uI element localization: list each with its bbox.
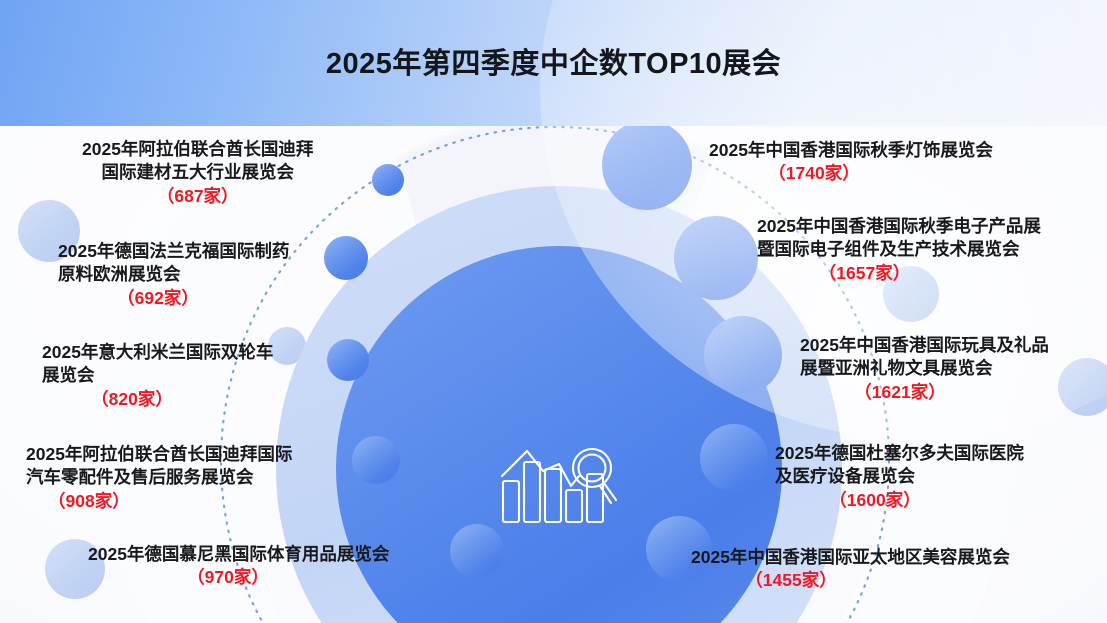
node-bubble-908[interactable] xyxy=(352,436,400,484)
bar-chart-magnifier-icon xyxy=(497,438,619,526)
label-line: 2025年中国香港国际秋季灯饰展览会 xyxy=(709,140,993,160)
label-count: （1740家） xyxy=(768,163,860,184)
label-exhibition-hongkong-toys-gifts[interactable]: 2025年中国香港国际玩具及礼品 展暨亚洲礼物文具展览会 （1621家） xyxy=(800,334,1049,404)
label-count: （970家） xyxy=(187,567,269,588)
label-exhibition-hongkong-autumn-lighting[interactable]: 2025年中国香港国际秋季灯饰展览会 （1740家） xyxy=(709,139,993,186)
label-count: （1600家） xyxy=(829,489,921,510)
decorative-bubble-left-upper xyxy=(18,200,80,262)
label-count: （692家） xyxy=(117,287,199,308)
label-count: （1621家） xyxy=(854,381,946,402)
label-exhibition-hongkong-autumn-electronics[interactable]: 2025年中国香港国际秋季电子产品展 暨国际电子组件及生产技术展览会 （1657… xyxy=(757,215,1041,285)
label-line: 暨国际电子组件及生产技术展览会 xyxy=(757,239,1020,260)
label-count: （908家） xyxy=(48,490,130,511)
decorative-bubble-left-lower xyxy=(45,539,105,599)
label-line: 2025年中国香港国际玩具及礼品 xyxy=(800,335,1049,355)
label-exhibition-uae-dubai-building-materials[interactable]: 2025年阿拉伯联合酋长国迪拜 国际建材五大行业展览会 （687家） xyxy=(82,138,313,208)
node-bubble-970[interactable] xyxy=(450,524,504,578)
label-line: 2025年中国香港国际亚太地区美容展览会 xyxy=(691,547,1010,567)
label-count: （1455家） xyxy=(745,570,837,591)
label-line: 2025年德国慕尼黑国际体育用品展览会 xyxy=(88,544,390,564)
label-line: 及医疗设备展览会 xyxy=(775,466,915,487)
label-line: 2025年中国香港国际秋季电子产品展 xyxy=(757,216,1041,236)
label-line: 2025年阿拉伯联合酋长国迪拜 xyxy=(82,139,314,159)
label-exhibition-hongkong-asia-pacific-beauty[interactable]: 2025年中国香港国际亚太地区美容展览会 （1455家） xyxy=(691,546,1010,593)
label-line: 展暨亚洲礼物文具展览会 xyxy=(800,358,993,379)
label-line: 2025年德国法兰克福国际制药 xyxy=(58,241,290,261)
label-exhibition-italy-milan-two-wheeler[interactable]: 2025年意大利米兰国际双轮车 展览会 （820家） xyxy=(42,341,273,411)
label-count: （1657家） xyxy=(818,262,911,283)
label-line: 2025年德国杜塞尔多夫国际医院 xyxy=(775,443,1024,463)
label-line: 2025年阿拉伯联合酋长国迪拜国际 xyxy=(26,444,293,464)
node-bubble-820[interactable] xyxy=(327,339,369,381)
label-exhibition-germany-dusseldorf-medica[interactable]: 2025年德国杜塞尔多夫国际医院 及医疗设备展览会 （1600家） xyxy=(775,442,1024,512)
label-line: 2025年意大利米兰国际双轮车 xyxy=(42,342,274,362)
label-count: （687家） xyxy=(156,185,239,206)
page-title: 2025年第四季度中企数TOP10展会 xyxy=(325,48,782,80)
label-line: 汽车零配件及售后服务展览会 xyxy=(26,467,254,488)
label-exhibition-germany-frankfurt-pharma[interactable]: 2025年德国法兰克福国际制药 原料欧洲展览会 （692家） xyxy=(58,240,289,310)
label-exhibition-uae-dubai-auto-parts[interactable]: 2025年阿拉伯联合酋长国迪拜国际 汽车零配件及售后服务展览会 （908家） xyxy=(26,443,292,513)
node-bubble-692[interactable] xyxy=(324,236,368,280)
label-line: 展览会 xyxy=(42,365,95,386)
node-bubble-1600[interactable] xyxy=(700,424,768,492)
node-bubble-687[interactable] xyxy=(372,164,404,196)
label-line: 国际建材五大行业展览会 xyxy=(101,162,294,183)
label-line: 原料欧洲展览会 xyxy=(58,264,181,285)
label-count: （820家） xyxy=(91,388,173,409)
label-exhibition-germany-munich-sports[interactable]: 2025年德国慕尼黑国际体育用品展览会 （970家） xyxy=(88,543,389,590)
